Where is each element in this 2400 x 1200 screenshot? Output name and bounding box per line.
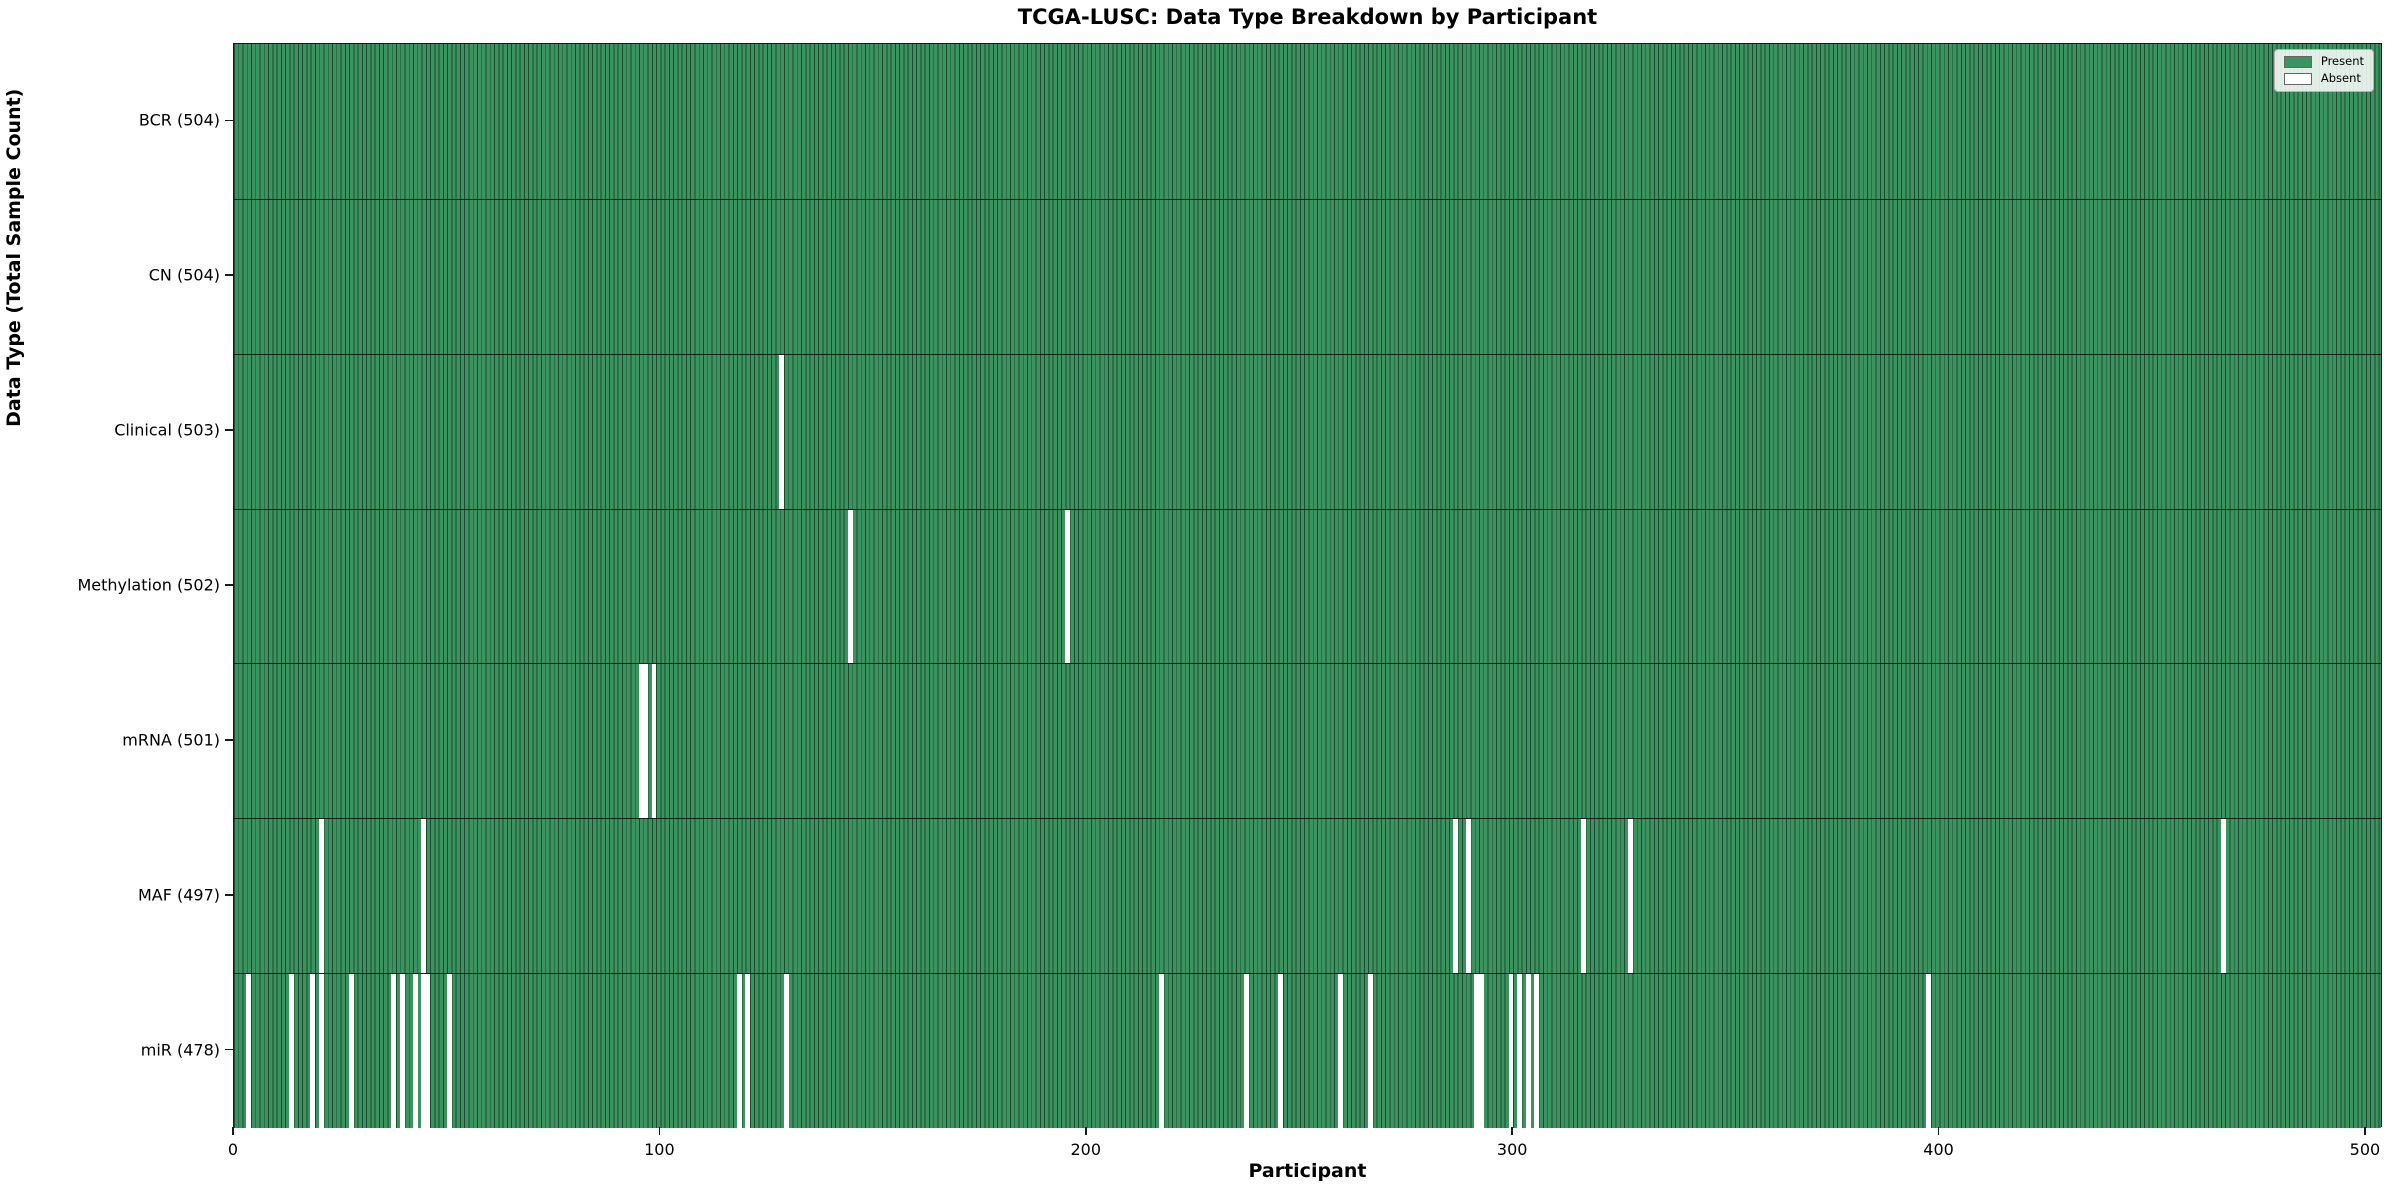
absent-gap — [1517, 974, 1522, 1128]
x-tick-mark — [232, 1127, 234, 1135]
absent-gap — [1367, 974, 1373, 1128]
y-tick-mark — [225, 429, 233, 431]
x-tick-label: 300 — [1496, 1140, 1528, 1159]
absent-gap — [2220, 819, 2226, 974]
present-swatch-icon — [2283, 56, 2312, 68]
heatmap-row-methylation — [234, 508, 2381, 664]
absent-gap — [651, 664, 657, 819]
absent-gap — [736, 974, 742, 1128]
absent-gap — [399, 974, 405, 1128]
legend: Present Absent — [2273, 49, 2374, 92]
absent-gap — [643, 664, 648, 819]
absent-gap — [318, 819, 324, 974]
y-tick-label: mRNA (501) — [122, 730, 220, 750]
absent-gap — [1278, 974, 1284, 1128]
absent-gap — [446, 974, 452, 1128]
legend-label: Absent — [2320, 71, 2361, 86]
y-tick-mark — [225, 739, 233, 741]
y-tick-label: Clinical (503) — [114, 420, 220, 440]
y-axis-label: Data Type (Total Sample Count) — [3, 88, 25, 427]
absent-gap — [1474, 974, 1480, 1128]
y-tick-mark — [225, 1048, 233, 1051]
x-tick-mark — [2364, 1127, 2366, 1135]
x-tick-label: 400 — [1923, 1140, 1954, 1159]
x-tick-mark — [658, 1127, 661, 1135]
x-tick-mark — [1511, 1127, 1513, 1135]
absent-gap — [425, 974, 431, 1128]
absent-gap — [783, 974, 789, 1128]
absent-gap — [412, 974, 418, 1128]
y-tick-mark — [225, 584, 233, 586]
absent-gap — [779, 354, 785, 509]
heatmap-row-maf — [234, 818, 2381, 974]
absent-gap — [847, 509, 853, 664]
absent-gap — [1581, 819, 1586, 974]
heatmap-row-bcr — [234, 44, 2381, 199]
x-tick-mark — [1084, 1127, 1087, 1135]
absent-gap — [1525, 974, 1531, 1128]
x-tick-label: 500 — [2349, 1140, 2381, 1159]
x-tick-label: 0 — [227, 1140, 239, 1159]
absent-gap — [1508, 974, 1514, 1128]
absent-gap — [1453, 819, 1459, 974]
heatmap-row-mrna — [234, 663, 2381, 819]
y-tick-mark — [225, 893, 233, 896]
absent-gap — [745, 974, 751, 1128]
absent-gap — [1158, 974, 1164, 1128]
absent-gap — [289, 974, 294, 1128]
absent-gap — [638, 664, 644, 819]
y-tick-label: miR (478) — [140, 1040, 220, 1060]
absent-gap — [1065, 509, 1071, 664]
absent-gap — [310, 974, 316, 1128]
legend-entry-absent: Absent — [2283, 71, 2364, 86]
chart-title: TCGA-LUSC: Data Type Breakdown by Partic… — [1017, 5, 1598, 29]
absent-gap — [421, 974, 427, 1128]
x-axis-label: Participant — [1248, 1160, 1367, 1182]
absent-gap — [391, 974, 397, 1128]
legend-entry-present: Present — [2283, 54, 2364, 69]
absent-gap — [421, 819, 427, 974]
absent-swatch-icon — [2283, 73, 2312, 85]
x-tick-label: 200 — [1070, 1140, 1102, 1159]
absent-gap — [348, 974, 354, 1128]
heatmap-row-cn — [234, 198, 2381, 354]
y-tick-label: BCR (504) — [138, 110, 220, 130]
heatmap-row-clinical — [234, 353, 2381, 509]
x-tick-mark — [1937, 1127, 1940, 1135]
y-tick-label: CN (504) — [148, 265, 220, 285]
absent-gap — [1478, 974, 1484, 1128]
heatmap-row-mir — [234, 973, 2381, 1128]
x-tick-label: 100 — [644, 1140, 675, 1159]
absent-gap — [1926, 974, 1932, 1128]
absent-gap — [1627, 819, 1633, 974]
absent-gap — [1244, 974, 1250, 1128]
y-tick-label: MAF (497) — [137, 885, 220, 905]
absent-gap — [246, 974, 252, 1128]
y-tick-mark — [225, 274, 233, 277]
absent-gap — [318, 974, 324, 1128]
y-tick-label: Methylation (502) — [77, 575, 220, 595]
legend-label: Present — [2320, 54, 2364, 69]
absent-gap — [1465, 819, 1471, 974]
plot-area — [233, 43, 2382, 1128]
absent-gap — [1338, 974, 1343, 1128]
absent-gap — [1534, 974, 1540, 1128]
y-tick-mark — [225, 119, 233, 122]
